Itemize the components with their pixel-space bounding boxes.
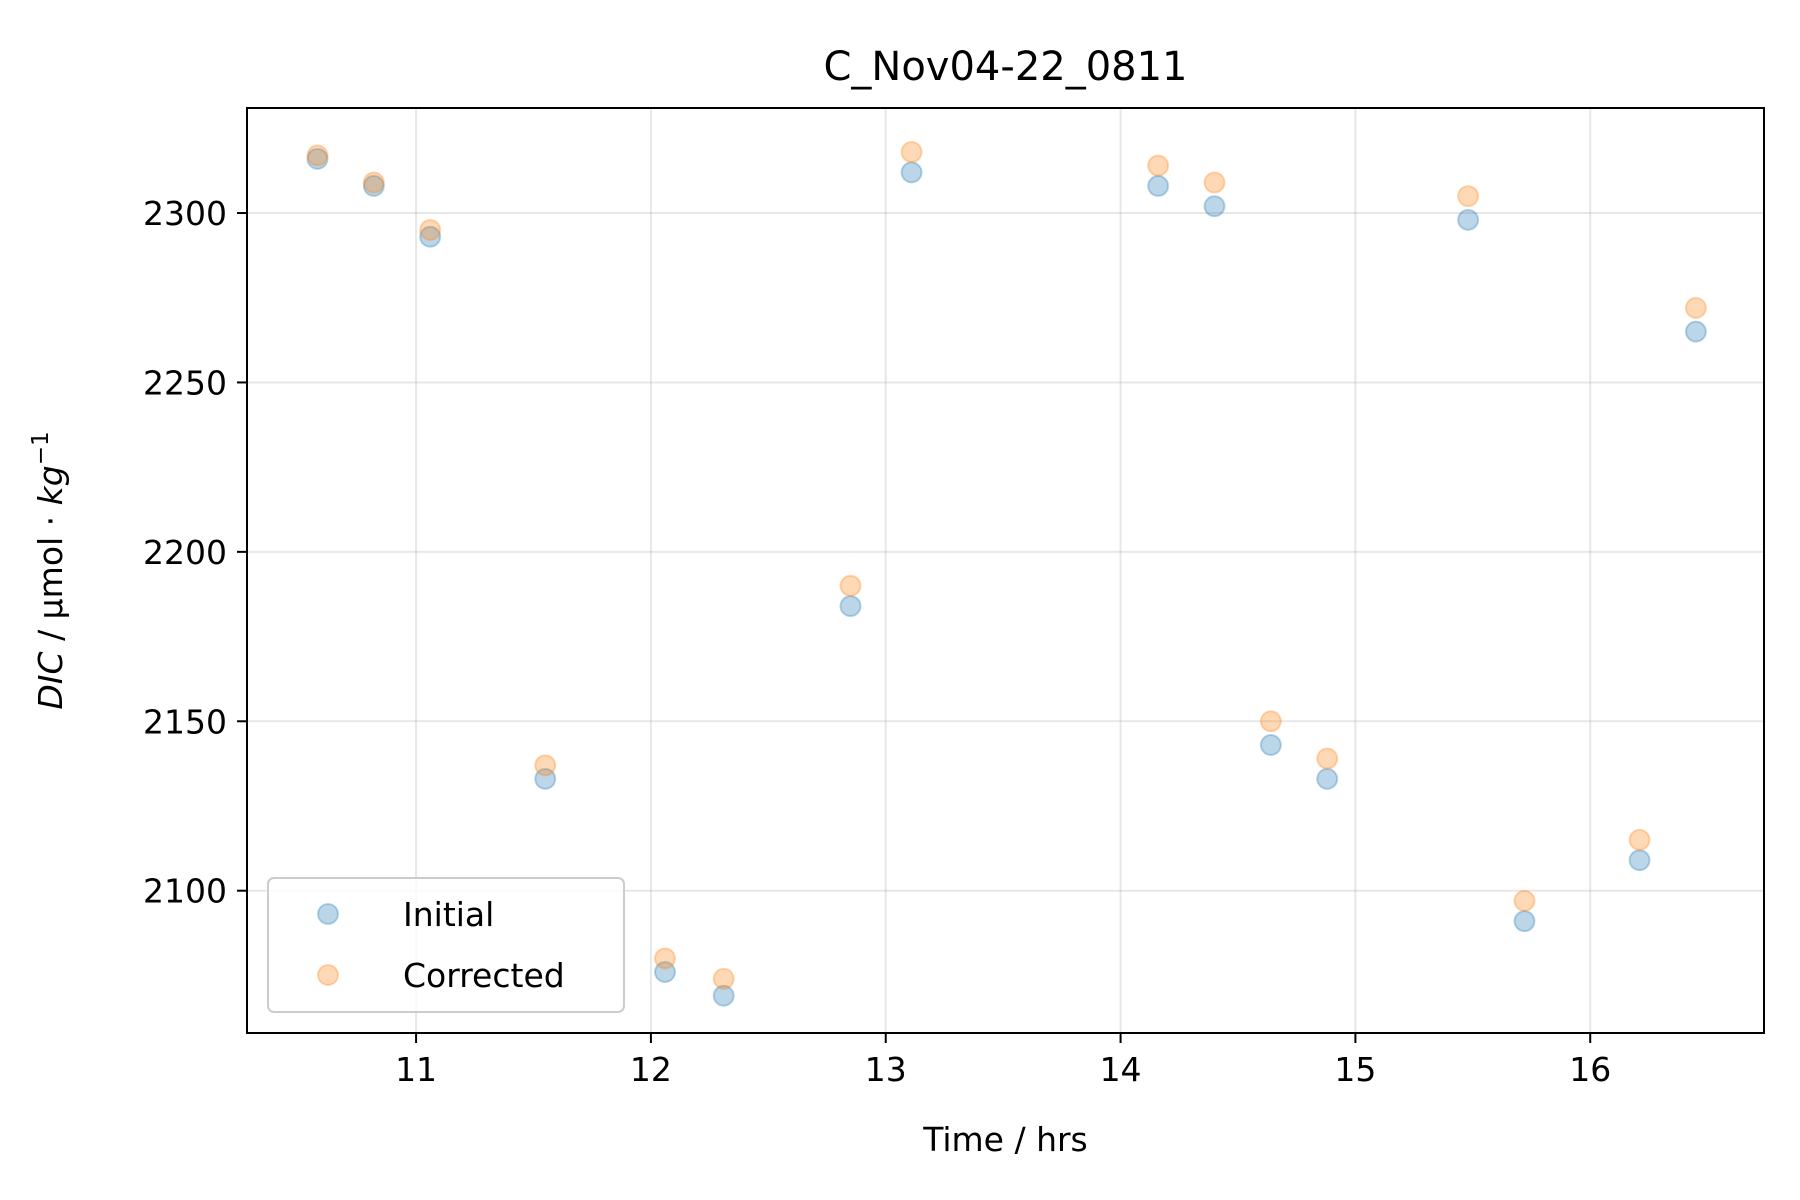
data-point-corrected: [1203, 171, 1226, 194]
data-point-corrected: [1259, 710, 1282, 733]
y-tick-label: 2100: [143, 872, 227, 911]
axis-ticks: 11 12 13 14 15 16 2100 2150 2200 2250 2300: [143, 194, 1611, 1089]
legend-marker-initial: [317, 903, 339, 925]
data-point-initial: [362, 174, 385, 197]
x-tick-label: 16: [1569, 1050, 1611, 1089]
legend: Initial Corrected: [267, 877, 625, 1013]
data-point-corrected: [1513, 889, 1536, 912]
x-tick-label: 11: [395, 1050, 437, 1089]
data-point-initial: [1513, 910, 1536, 933]
data-point-initial: [419, 225, 442, 248]
data-point-initial: [653, 961, 676, 984]
y-tick-label: 2150: [143, 702, 227, 741]
x-tick-label: 15: [1334, 1050, 1376, 1089]
legend-label-initial: Initial: [403, 895, 494, 934]
data-point-corrected: [1457, 185, 1480, 208]
data-points: [306, 141, 1707, 1007]
legend-label-corrected: Corrected: [403, 956, 565, 995]
y-axis-label-exponent: −1: [28, 431, 54, 465]
data-point-corrected: [1147, 154, 1170, 177]
data-point-initial: [1457, 208, 1480, 231]
data-point-initial: [1259, 733, 1282, 756]
plot-frame: [246, 107, 1765, 1034]
data-point-initial: [839, 595, 862, 618]
legend-marker-corrected: [317, 964, 339, 986]
y-tick-label: 2200: [143, 533, 227, 572]
y-axis-label-unit-kg: kg: [31, 465, 70, 505]
data-point-corrected: [362, 171, 385, 194]
y-tick-label: 2300: [143, 194, 227, 233]
data-point-corrected: [839, 574, 862, 597]
data-point-corrected: [653, 947, 676, 970]
data-point-initial: [534, 767, 557, 790]
data-point-initial: [1628, 849, 1651, 872]
data-point-corrected: [1316, 747, 1339, 770]
x-axis-label: Time / hrs: [922, 1120, 1088, 1159]
x-tick-label: 14: [1100, 1050, 1142, 1089]
data-point-corrected: [306, 144, 329, 167]
data-point-initial: [1203, 195, 1226, 218]
chart-title: C_Nov04-22_0811: [823, 44, 1187, 90]
x-tick-label: 12: [630, 1050, 672, 1089]
data-point-initial: [1316, 767, 1339, 790]
x-tick-label: 13: [865, 1050, 907, 1089]
data-point-corrected: [534, 754, 557, 777]
y-axis-label-unit: / µmol ·: [31, 505, 70, 651]
data-point-initial: [1684, 320, 1707, 343]
data-point-corrected: [1684, 296, 1707, 319]
y-tick-label: 2250: [143, 363, 227, 402]
data-point-corrected: [900, 141, 923, 164]
data-point-initial: [712, 984, 735, 1007]
data-point-corrected: [712, 967, 735, 990]
data-point-corrected: [419, 218, 442, 241]
legend-box: [267, 877, 625, 1013]
y-axis-label-quantity: DIC: [31, 651, 70, 709]
data-point-initial: [900, 161, 923, 184]
data-point-initial: [306, 147, 329, 170]
y-axis-label: DIC / µmol · kg−1: [28, 431, 70, 709]
data-point-corrected: [1628, 828, 1651, 851]
data-point-initial: [1147, 174, 1170, 197]
